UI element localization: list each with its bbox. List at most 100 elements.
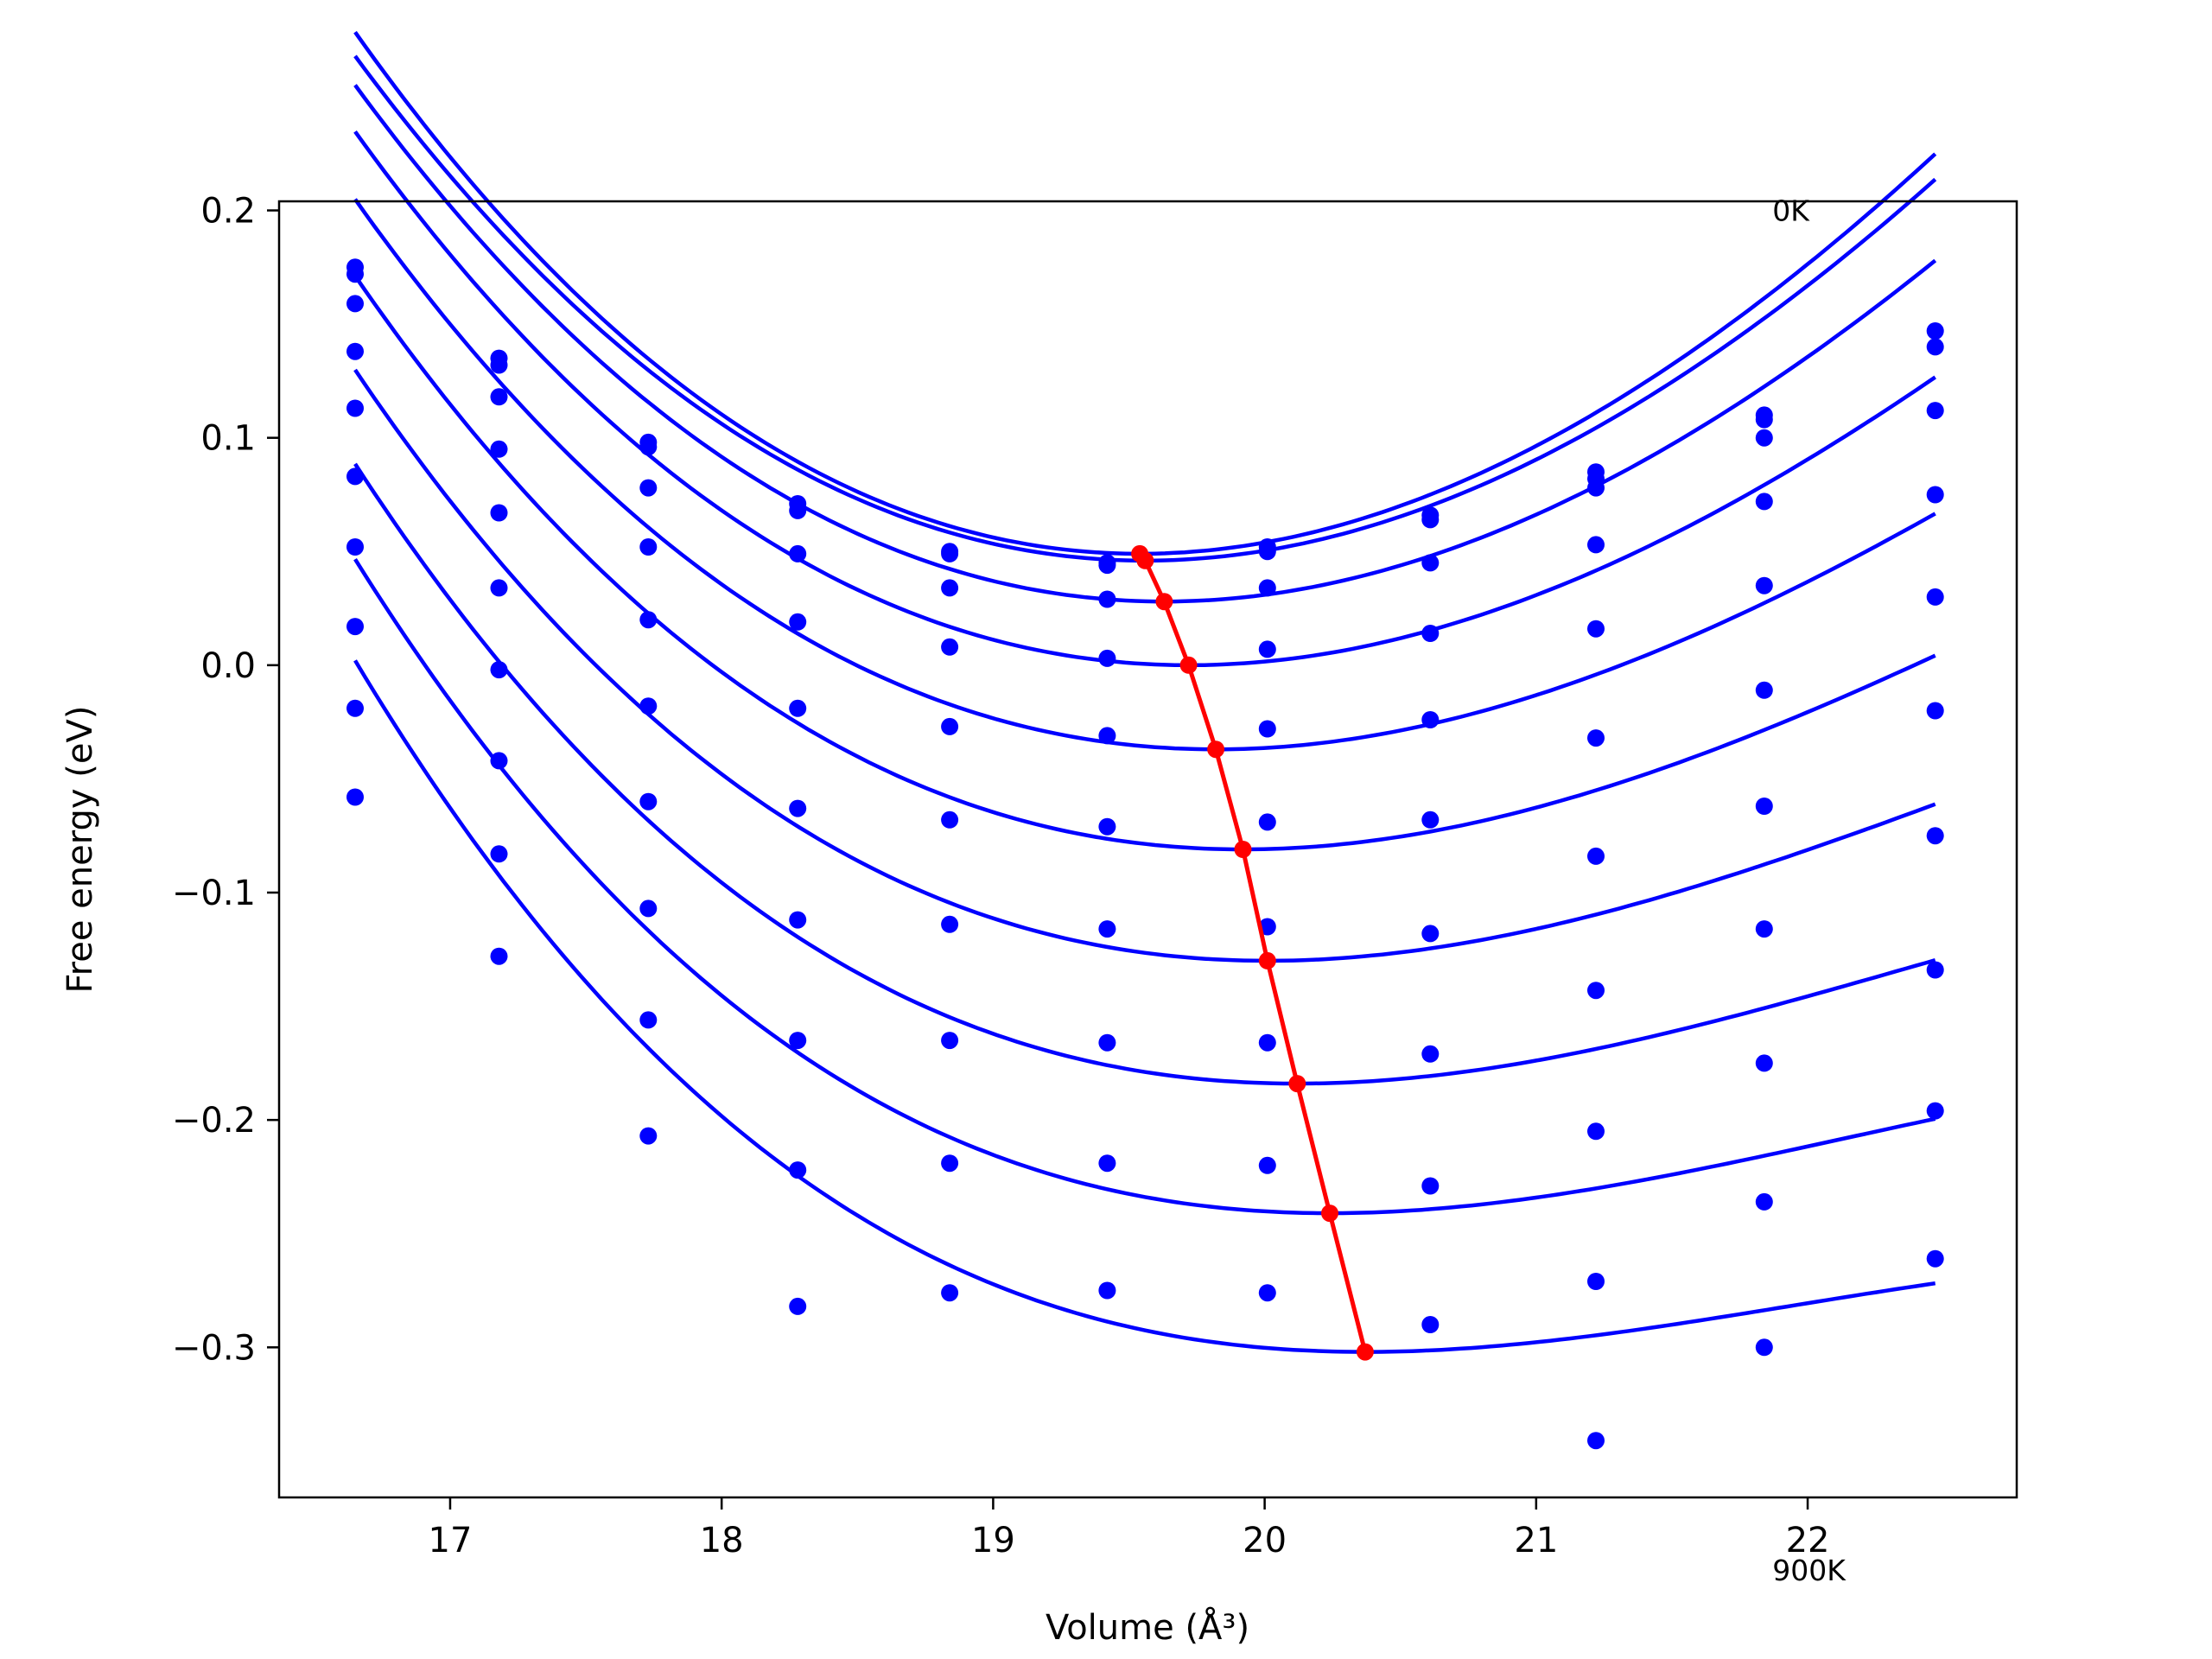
y-tick-label: −0.3 <box>172 1328 256 1368</box>
x-tick-label: 17 <box>429 1521 473 1560</box>
x-tick-label: 21 <box>1514 1521 1558 1560</box>
data-point <box>1755 1338 1773 1357</box>
data-point <box>346 788 364 806</box>
y-tick-label: 0.2 <box>200 192 256 232</box>
data-points <box>346 258 1944 1450</box>
data-point <box>1258 640 1276 658</box>
data-point <box>789 613 807 631</box>
minimum-point <box>1155 593 1173 611</box>
data-point <box>639 697 658 715</box>
data-point <box>1098 556 1116 575</box>
data-point <box>941 810 959 829</box>
data-point <box>789 1297 807 1315</box>
data-point <box>1098 1281 1116 1300</box>
data-point <box>789 799 807 817</box>
minimum-point <box>1258 951 1276 969</box>
data-point <box>1258 543 1276 561</box>
temperature-annotation: 0K <box>1772 194 1810 228</box>
data-point <box>1098 1154 1116 1173</box>
minimum-point <box>1321 1205 1338 1223</box>
x-axis-label: Volume (Å³) <box>1046 1606 1249 1648</box>
data-point <box>1098 590 1116 608</box>
y-tick-label: 0.1 <box>200 419 256 459</box>
data-point <box>1926 322 1944 340</box>
data-point <box>639 899 658 918</box>
data-point <box>490 752 508 770</box>
data-point <box>941 717 959 735</box>
data-point <box>490 388 508 406</box>
fit-curve-3 <box>353 84 1937 604</box>
data-point <box>941 1032 959 1050</box>
minimum-point <box>1234 841 1252 858</box>
x-tick-label: 18 <box>700 1521 744 1560</box>
data-point <box>1926 402 1944 420</box>
data-point <box>346 699 364 717</box>
data-point <box>639 1127 658 1145</box>
data-point <box>1755 798 1773 815</box>
data-point <box>490 947 508 965</box>
data-point <box>1926 702 1944 720</box>
data-point <box>639 611 658 629</box>
data-point <box>1098 817 1116 836</box>
data-point <box>789 699 807 717</box>
data-point <box>1755 1192 1773 1211</box>
data-point <box>941 915 959 933</box>
data-point <box>941 1154 959 1173</box>
data-point <box>789 544 807 563</box>
y-tick-label: −0.2 <box>172 1101 256 1141</box>
y-tick-label: −0.1 <box>172 874 256 913</box>
data-point <box>1755 410 1773 429</box>
data-point <box>941 1284 959 1302</box>
fit-curve-8 <box>353 462 1936 1086</box>
fit-curve-6 <box>353 275 1936 852</box>
data-point <box>941 544 959 563</box>
x-tick-label: 20 <box>1243 1521 1287 1560</box>
data-point <box>1098 920 1116 938</box>
data-point <box>1587 1273 1605 1290</box>
data-point <box>1755 920 1773 938</box>
data-point <box>789 911 807 929</box>
data-point <box>639 792 658 810</box>
data-point <box>346 342 364 360</box>
data-point <box>1258 1284 1276 1302</box>
fit-curve-9 <box>353 558 1936 1216</box>
data-point <box>346 265 364 283</box>
x-tick-label: 22 <box>1786 1521 1830 1560</box>
data-point <box>1421 711 1440 728</box>
minimum-point <box>1179 656 1198 674</box>
data-point <box>490 504 508 522</box>
x-axis-ticks: 17 18 19 20 21 22 <box>429 1497 1830 1560</box>
data-point <box>1587 479 1605 497</box>
data-point <box>1926 1249 1944 1268</box>
data-point <box>1926 1102 1944 1120</box>
data-point <box>1421 810 1440 829</box>
data-point <box>1755 429 1773 447</box>
y-axis-label: Free energy (eV) <box>60 706 100 994</box>
data-point <box>1421 1177 1440 1195</box>
data-point <box>1926 486 1944 504</box>
data-point <box>1926 338 1944 356</box>
temperature-annotation: 900K <box>1772 1554 1847 1587</box>
data-point <box>1258 1033 1276 1052</box>
data-point <box>789 1161 807 1179</box>
data-point <box>490 845 508 863</box>
data-point <box>1098 1033 1116 1052</box>
data-point <box>1421 925 1440 943</box>
data-point <box>1926 827 1944 845</box>
data-point <box>1755 493 1773 511</box>
minima-path <box>1138 552 1368 1353</box>
data-point <box>346 399 364 417</box>
data-point <box>1421 1316 1440 1333</box>
minimum-point <box>1136 551 1154 569</box>
data-point <box>1926 588 1944 606</box>
data-point <box>639 538 658 556</box>
minimum-point <box>1288 1075 1306 1093</box>
y-tick-label: 0.0 <box>200 646 256 686</box>
data-point <box>1755 681 1773 699</box>
data-point <box>1258 720 1276 738</box>
data-point <box>941 579 959 597</box>
data-point <box>1098 727 1116 745</box>
fit-curve-10 <box>353 659 1936 1354</box>
data-point <box>1587 729 1605 747</box>
